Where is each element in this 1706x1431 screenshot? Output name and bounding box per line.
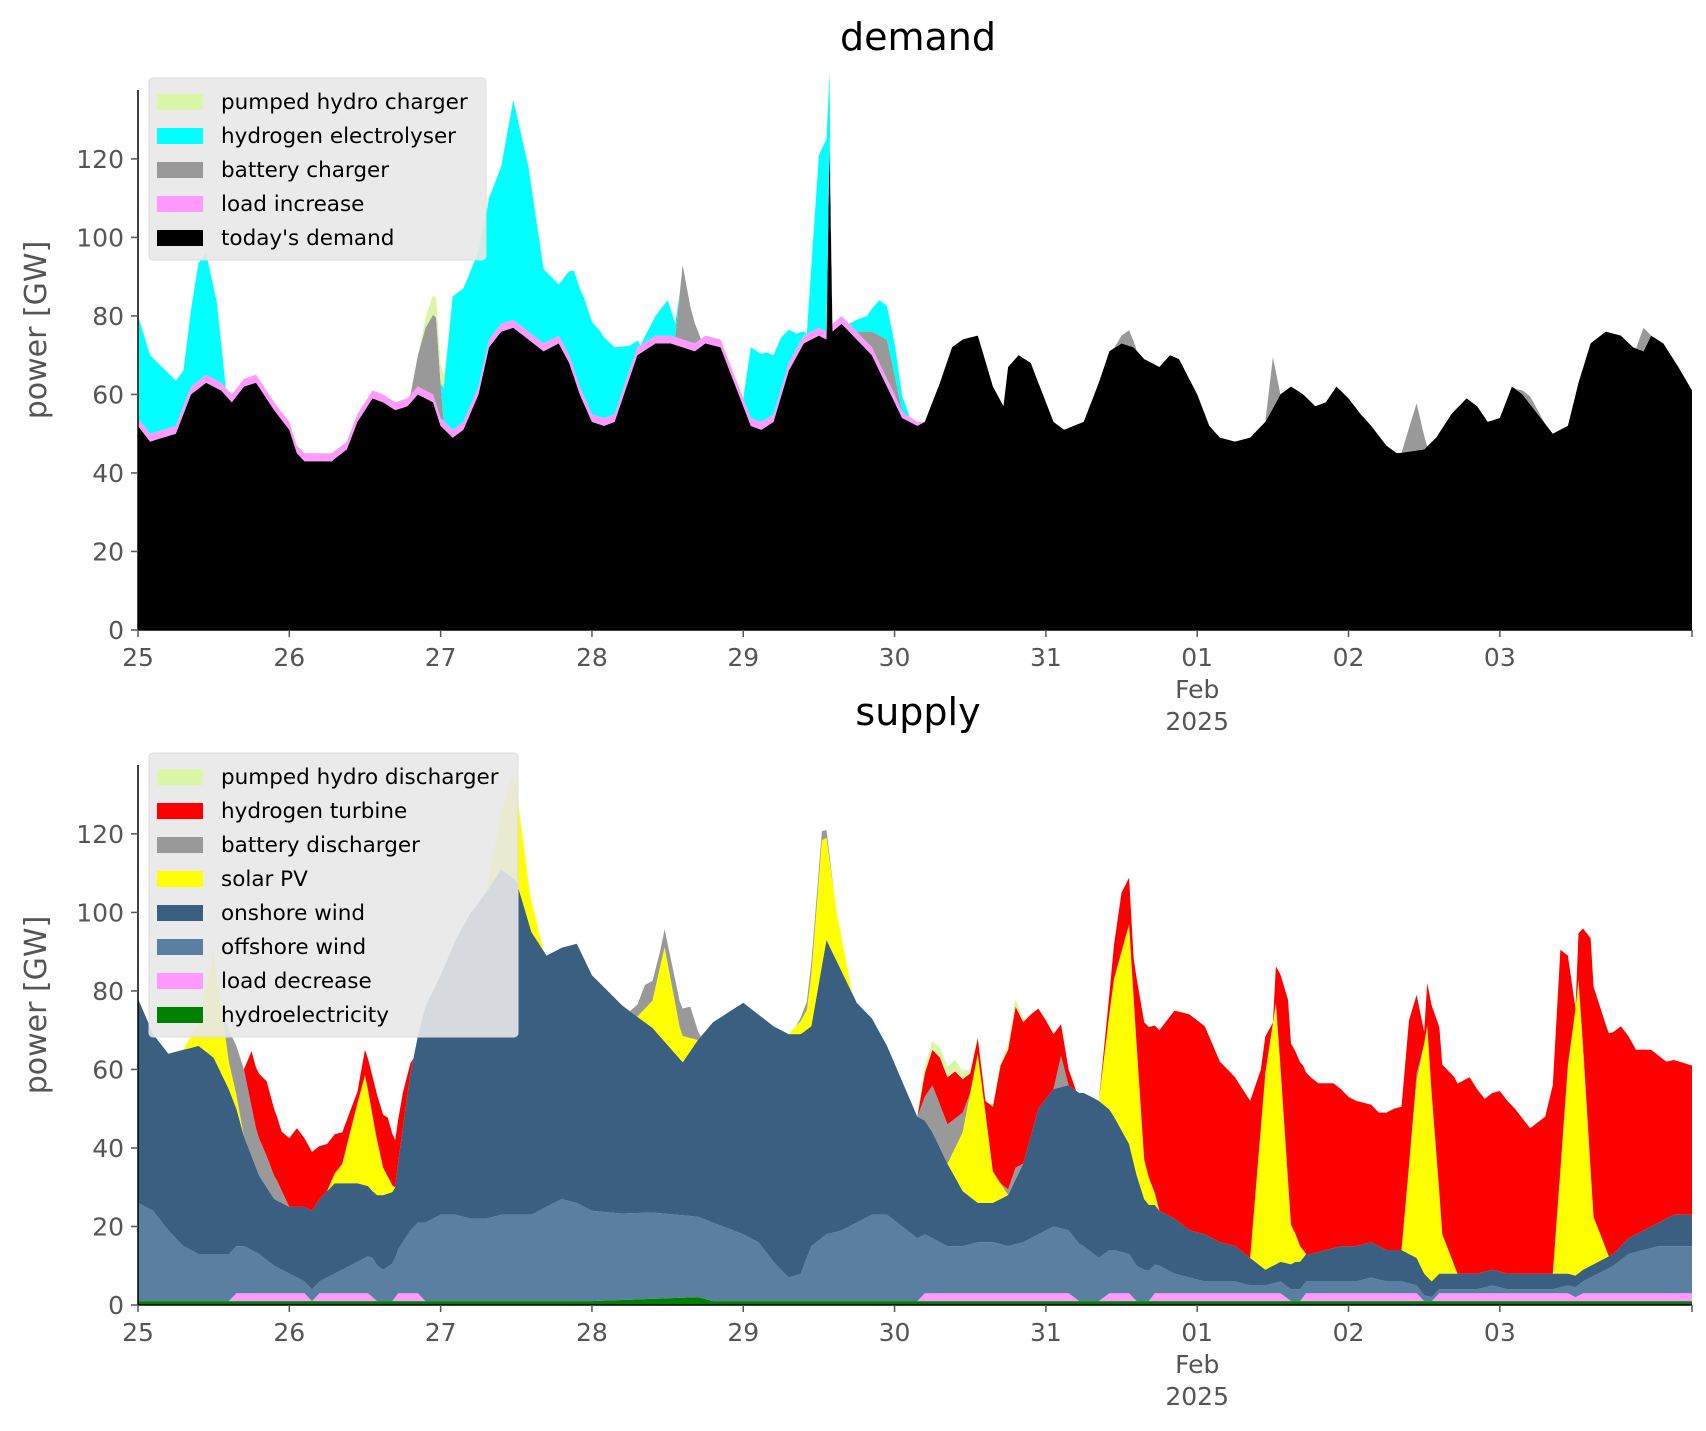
y-tick-label: 120: [76, 820, 124, 849]
legend-label: load increase: [221, 192, 364, 217]
legend-label: battery discharger: [221, 833, 420, 858]
x-tick-label: 31: [1030, 1318, 1062, 1347]
legend-swatch: [157, 973, 203, 989]
area-hydrogen-turbine: [138, 772, 1692, 1274]
area-onshore-wind: [138, 869, 1692, 1298]
legend-label: offshore wind: [221, 935, 366, 960]
x-tick-label: 02: [1333, 1318, 1365, 1347]
legend-swatch: [157, 939, 203, 955]
x-tick-label: 31: [1030, 643, 1062, 672]
legend-label: battery charger: [221, 158, 389, 183]
x-tick-sublabel: 2025: [1165, 1382, 1229, 1411]
y-tick-label: 60: [92, 380, 124, 409]
legend-swatch: [157, 128, 203, 144]
x-tick-label: 27: [425, 643, 457, 672]
x-tick-sublabel: 2025: [1165, 707, 1229, 736]
x-tick-sublabel: Feb: [1175, 675, 1219, 704]
legend-swatch: [157, 769, 203, 785]
area-offshore-wind: [138, 1199, 1692, 1302]
area-today-s-demand: [138, 143, 1692, 630]
y-tick-label: 100: [76, 223, 124, 252]
stacked-areas: [138, 71, 1692, 630]
legend-swatch: [157, 230, 203, 246]
y-tick-label: 0: [108, 616, 124, 645]
y-tick-label: 0: [108, 1291, 124, 1320]
supply-panel: 0 20 40 60 80 100 120 25 26 27 28 29 30 31 01 Feb 2025 02…: [19, 690, 1693, 1411]
legend-swatch: [157, 871, 203, 887]
y-tick-label: 80: [92, 302, 124, 331]
legend-label: solar PV: [221, 867, 308, 892]
y-tick-label: 60: [92, 1055, 124, 1084]
x-tick-label: 29: [727, 1318, 759, 1347]
x-tick-label: 03: [1484, 1318, 1516, 1347]
x-tick-label: 30: [879, 1318, 911, 1347]
x-tick-label: 25: [122, 643, 154, 672]
y-tick-label: 40: [92, 459, 124, 488]
legend-box: [148, 77, 487, 261]
legend-label: onshore wind: [221, 901, 365, 926]
area-hydrogen-electrolyser: [138, 71, 1692, 454]
x-tick-label: 28: [576, 1318, 608, 1347]
legend-label: pumped hydro charger: [221, 90, 468, 115]
area-hydroelectricity: [138, 1297, 1692, 1305]
chart-title: supply: [855, 690, 980, 734]
legend-swatch: [157, 196, 203, 212]
chart-title: demand: [840, 15, 996, 59]
y-tick-label: 80: [92, 977, 124, 1006]
x-tick-label: 29: [727, 643, 759, 672]
legend-label: load decrease: [221, 969, 372, 994]
x-tick-label: 01: [1181, 643, 1213, 672]
x-tick-label: 03: [1484, 643, 1516, 672]
x-tick-label: 27: [425, 1318, 457, 1347]
x-tick-label: 02: [1333, 643, 1365, 672]
demand-panel: 0 20 40 60 80 100 120 25 26 27 28 29 30 31 01 Feb 2025 02…: [19, 15, 1693, 736]
y-axis-label: power [GW]: [19, 241, 54, 420]
y-axis-label: power [GW]: [19, 916, 54, 1095]
y-tick-label: 40: [92, 1134, 124, 1163]
x-tick-label: 26: [273, 643, 305, 672]
x-tick-label: 26: [273, 1318, 305, 1347]
y-tick-label: 100: [76, 898, 124, 927]
legend-swatch: [157, 162, 203, 178]
y-tick-label: 20: [92, 1212, 124, 1241]
legend-label: hydroelectricity: [221, 1003, 389, 1028]
x-tick-label: 25: [122, 1318, 154, 1347]
legend-label: pumped hydro discharger: [221, 765, 499, 790]
y-tick-label: 120: [76, 145, 124, 174]
x-tick-label: 01: [1181, 1318, 1213, 1347]
x-tick-label: 28: [576, 643, 608, 672]
legend: pumped hydro charger hydrogen electrolyse…: [148, 77, 487, 261]
stacked-areas: [138, 772, 1692, 1305]
y-tick-label: 20: [92, 537, 124, 566]
legend-box: [148, 752, 519, 1038]
legend-label: hydrogen turbine: [221, 799, 407, 824]
legend-swatch: [157, 1007, 203, 1023]
x-tick-label: 30: [879, 643, 911, 672]
legend-swatch: [157, 905, 203, 921]
legend-swatch: [157, 94, 203, 110]
area-load-decrease: [138, 1293, 1692, 1302]
x-tick-sublabel: Feb: [1175, 1350, 1219, 1379]
legend-swatch: [157, 803, 203, 819]
legend-swatch: [157, 837, 203, 853]
legend: pumped hydro discharger hydrogen turbine b…: [148, 752, 519, 1038]
area-solar-pv: [138, 772, 1692, 1282]
legend-label: hydrogen electrolyser: [221, 124, 456, 149]
legend-label: today's demand: [221, 226, 394, 251]
